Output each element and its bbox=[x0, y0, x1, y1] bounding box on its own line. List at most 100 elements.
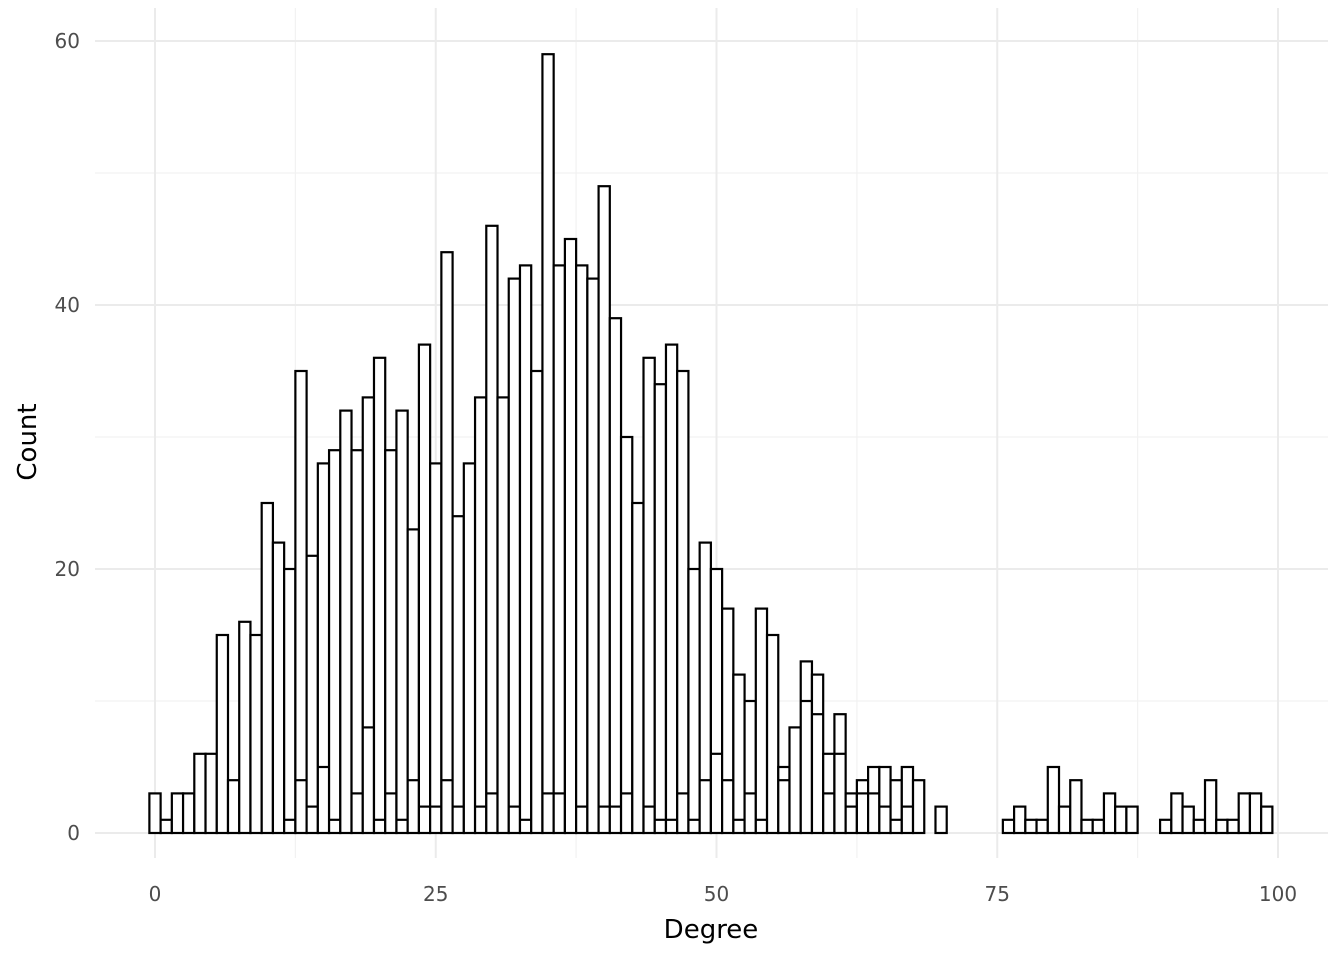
histogram-bar bbox=[193, 752, 207, 835]
histogram-bar bbox=[1012, 805, 1027, 835]
histogram-bar bbox=[1102, 792, 1117, 835]
histogram-bar bbox=[1057, 805, 1072, 835]
histogram-bar bbox=[1035, 818, 1049, 835]
y-tick-label: 60 bbox=[55, 29, 80, 53]
histogram-bar bbox=[1114, 805, 1128, 835]
histogram-bar bbox=[642, 356, 656, 835]
histogram-bar bbox=[754, 607, 769, 835]
histogram-bar bbox=[1226, 818, 1240, 835]
histogram-bar bbox=[507, 277, 522, 835]
histogram-bar bbox=[911, 779, 926, 835]
y-tick-label: 40 bbox=[55, 293, 80, 317]
x-tick-label: 100 bbox=[1259, 882, 1297, 906]
histogram-bar bbox=[676, 369, 690, 835]
histogram-bars bbox=[148, 53, 1274, 835]
histogram-bar bbox=[1125, 805, 1139, 835]
histogram-bar bbox=[462, 462, 477, 835]
y-tick-label: 0 bbox=[67, 821, 80, 845]
histogram-bar bbox=[226, 779, 241, 835]
histogram-bar bbox=[878, 765, 892, 835]
histogram-bar bbox=[429, 462, 443, 835]
histogram-bar bbox=[518, 264, 533, 835]
histogram-bar bbox=[170, 792, 185, 835]
histogram-bar bbox=[900, 765, 915, 835]
histogram-bar bbox=[631, 501, 645, 835]
histogram-bar bbox=[204, 752, 218, 835]
histogram-bar bbox=[148, 792, 162, 835]
histogram-bar bbox=[361, 396, 376, 835]
histogram-bar bbox=[721, 607, 735, 835]
x-tick-label: 75 bbox=[985, 882, 1010, 906]
y-tick-label: 20 bbox=[55, 557, 80, 581]
histogram-bar bbox=[597, 185, 611, 835]
histogram-bar bbox=[777, 765, 791, 835]
histogram-bar bbox=[788, 726, 802, 835]
histogram-bar bbox=[552, 264, 566, 835]
histogram-bar bbox=[664, 343, 679, 835]
histogram-bar bbox=[159, 818, 173, 835]
histogram-bar bbox=[586, 277, 600, 835]
histogram-bar bbox=[339, 409, 353, 835]
histogram-bar bbox=[541, 53, 555, 835]
histogram-bar bbox=[530, 369, 544, 835]
histogram-bar bbox=[238, 620, 252, 835]
histogram-bar bbox=[440, 251, 454, 835]
histogram-bar bbox=[1091, 818, 1106, 835]
histogram-bar bbox=[867, 765, 881, 835]
histogram-bar bbox=[260, 501, 275, 835]
histogram-bar bbox=[249, 633, 263, 835]
histogram-bar bbox=[451, 515, 465, 835]
histogram-bar bbox=[619, 435, 634, 835]
x-axis-ticks: 0 25 50 75 100 bbox=[149, 882, 1297, 906]
histogram-bar bbox=[1024, 818, 1038, 835]
histogram-bar bbox=[316, 462, 331, 835]
histogram-bar bbox=[934, 805, 948, 835]
histogram-bar bbox=[384, 449, 398, 835]
histogram-bar bbox=[283, 567, 297, 835]
y-axis-ticks: 0 20 40 60 bbox=[55, 29, 80, 845]
histogram-bar bbox=[563, 237, 578, 835]
histogram-bar bbox=[1215, 818, 1229, 835]
x-tick-label: 25 bbox=[423, 882, 448, 906]
histogram-bar bbox=[181, 792, 196, 835]
histogram-bar bbox=[698, 541, 712, 835]
histogram-bar bbox=[1248, 792, 1263, 835]
x-tick-label: 0 bbox=[149, 882, 162, 906]
histogram-bar bbox=[327, 449, 342, 835]
histogram-bar bbox=[687, 567, 701, 835]
histogram-bar bbox=[305, 554, 319, 835]
histogram-bar bbox=[406, 528, 421, 835]
histogram-bar bbox=[855, 779, 870, 835]
histogram-bar bbox=[496, 396, 510, 835]
histogram-bar bbox=[844, 792, 858, 835]
histogram-bar bbox=[1237, 792, 1252, 835]
histogram-bar bbox=[372, 356, 387, 835]
histogram-bar bbox=[732, 673, 746, 835]
histogram-bar bbox=[485, 224, 499, 835]
histogram-bar bbox=[575, 264, 589, 835]
histogram-bar bbox=[799, 660, 814, 835]
histogram-bar bbox=[1046, 765, 1061, 835]
y-axis-title: Count bbox=[13, 403, 43, 480]
histogram-bar bbox=[1192, 818, 1207, 835]
histogram-bar bbox=[765, 633, 780, 835]
histogram-bar bbox=[294, 369, 308, 835]
histogram-bar bbox=[1080, 818, 1094, 835]
histogram-bar bbox=[1170, 792, 1184, 835]
histogram-bar bbox=[417, 343, 432, 835]
histogram-bar bbox=[1260, 805, 1274, 835]
histogram-bar bbox=[1158, 818, 1173, 835]
histogram-bar bbox=[889, 779, 903, 835]
histogram-bar bbox=[743, 699, 757, 835]
histogram-bar bbox=[608, 317, 623, 835]
histogram-bar bbox=[810, 673, 825, 835]
histogram-bar bbox=[271, 541, 286, 835]
histogram-bar bbox=[833, 713, 847, 835]
x-axis-title: Degree bbox=[664, 915, 759, 945]
histogram-bar bbox=[215, 633, 230, 835]
histogram-bar bbox=[1001, 818, 1016, 835]
histogram-bar bbox=[1203, 779, 1218, 835]
histogram-bar bbox=[709, 567, 724, 835]
histogram-bar bbox=[653, 383, 668, 835]
